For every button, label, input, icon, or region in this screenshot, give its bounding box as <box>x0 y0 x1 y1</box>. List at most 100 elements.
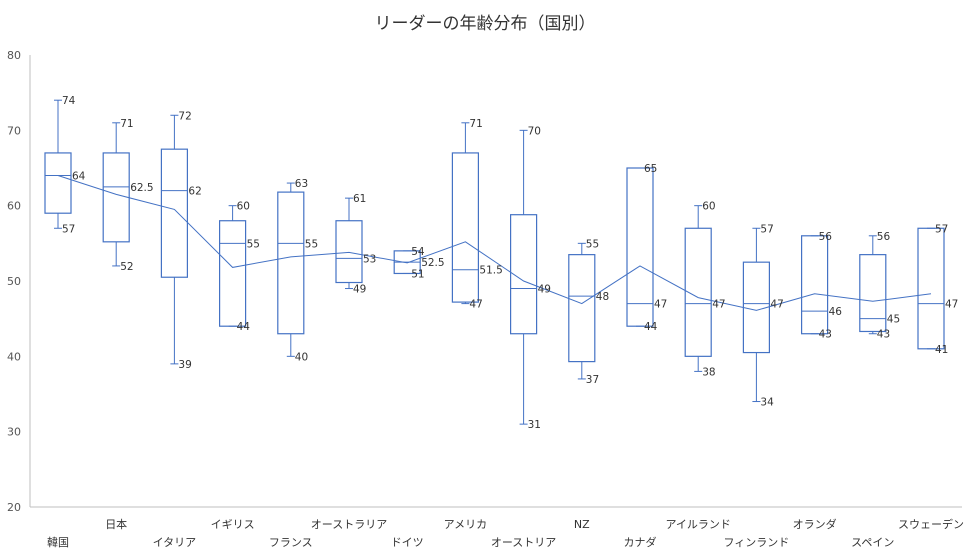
label-min: 34 <box>760 397 774 409</box>
box-iqr <box>219 220 247 327</box>
label-median: 52.5 <box>421 257 444 269</box>
x-tick-label: イタリア <box>153 536 197 549</box>
box-iqr <box>335 220 363 284</box>
label-min: 31 <box>528 419 541 431</box>
box-iqr <box>626 167 654 327</box>
label-max: 54 <box>411 246 425 258</box>
x-tick-label: 韓国 <box>47 536 69 549</box>
label-max: 57 <box>760 223 773 235</box>
box-iqr <box>510 214 538 335</box>
y-tick-label: 60 <box>7 200 21 213</box>
x-tick-label: 日本 <box>105 517 127 531</box>
box-iqr <box>102 152 130 243</box>
label-median: 47 <box>770 299 783 311</box>
label-max: 55 <box>586 238 599 250</box>
box-5 <box>335 197 363 290</box>
box-iqr <box>684 227 712 357</box>
box-4 <box>277 182 305 357</box>
label-median: 64 <box>72 171 86 183</box>
label-max: 74 <box>62 95 76 107</box>
y-tick-label: 20 <box>7 501 21 514</box>
label-max: 71 <box>469 118 482 130</box>
x-tick-label: オーストラリア <box>311 518 387 531</box>
box-15 <box>917 227 945 350</box>
label-max: 57 <box>935 223 948 235</box>
mean-line-layer <box>57 175 932 311</box>
y-tick-label: 50 <box>7 275 21 288</box>
box-12 <box>742 227 771 403</box>
label-median: 47 <box>712 299 725 311</box>
box-iqr <box>917 227 945 350</box>
box-6 <box>393 250 421 275</box>
label-min: 43 <box>819 329 832 341</box>
data-labels: 74 64 57 71 62.5 52 72 62 39 60 55 44 63 55 40 61 53 49 54… <box>62 95 958 431</box>
label-median: 47 <box>945 299 958 311</box>
label-max: 60 <box>702 201 715 213</box>
box-3 <box>219 205 247 327</box>
box-10 <box>626 167 654 327</box>
label-max: 65 <box>644 163 657 175</box>
x-tick-label: ドイツ <box>391 536 424 549</box>
label-max: 63 <box>295 178 308 190</box>
box-iqr <box>568 254 596 363</box>
label-min: 37 <box>586 374 599 386</box>
box-9 <box>568 242 596 380</box>
y-tick-label: 80 <box>7 49 21 62</box>
label-median: 62.5 <box>130 182 153 194</box>
x-tick-label: オランダ <box>793 517 837 531</box>
x-tick-label: フランス <box>269 536 313 549</box>
label-median: 45 <box>887 314 900 326</box>
label-max: 71 <box>120 118 133 130</box>
box-iqr <box>800 235 829 335</box>
chart-title: リーダーの年齢分布（国別） <box>375 14 596 34</box>
label-median: 47 <box>654 299 667 311</box>
y-tick-label: 70 <box>7 124 21 137</box>
label-median: 55 <box>305 238 318 250</box>
label-min: 44 <box>644 321 658 333</box>
box-iqr <box>160 148 188 278</box>
box-8 <box>510 129 538 425</box>
label-median: 55 <box>247 238 260 250</box>
x-tick-label: アメリカ <box>444 518 487 531</box>
label-min: 43 <box>877 329 890 341</box>
label-min: 39 <box>178 359 191 371</box>
label-max: 61 <box>353 193 366 205</box>
label-median: 62 <box>188 186 201 198</box>
label-min: 51 <box>411 268 424 280</box>
label-median: 51.5 <box>479 265 502 277</box>
x-tick-label: フィンランド <box>724 536 790 549</box>
label-median: 46 <box>829 306 843 318</box>
label-min: 44 <box>237 321 251 333</box>
y-tick-label: 40 <box>7 350 21 363</box>
x-tick-label: カナダ <box>624 535 657 549</box>
box-7 <box>451 122 479 305</box>
box-iqr <box>859 254 887 333</box>
label-min: 38 <box>702 366 715 378</box>
x-tick-label: スペイン <box>851 536 894 549</box>
label-median: 49 <box>538 284 551 296</box>
label-max: 56 <box>877 231 891 243</box>
y-tick-label: 30 <box>7 426 21 439</box>
x-tick-label: NZ <box>574 518 590 531</box>
box-iqr <box>277 191 305 335</box>
box-14 <box>859 235 887 335</box>
box-iqr <box>451 152 479 303</box>
box-2 <box>160 114 188 365</box>
label-min: 52 <box>120 261 133 273</box>
label-max: 70 <box>528 125 541 137</box>
label-max: 60 <box>237 201 250 213</box>
label-max: 72 <box>178 110 191 122</box>
box-11 <box>684 205 712 372</box>
label-min: 41 <box>935 344 948 356</box>
label-min: 47 <box>469 299 482 311</box>
axes: 20 30 40 50 60 70 80 <box>7 49 962 514</box>
label-min: 57 <box>62 223 75 235</box>
label-min: 40 <box>295 351 308 363</box>
box-iqr <box>44 152 72 214</box>
box-13 <box>800 235 829 335</box>
x-tick-label: イギリス <box>211 518 255 531</box>
mean-line <box>57 175 932 311</box>
